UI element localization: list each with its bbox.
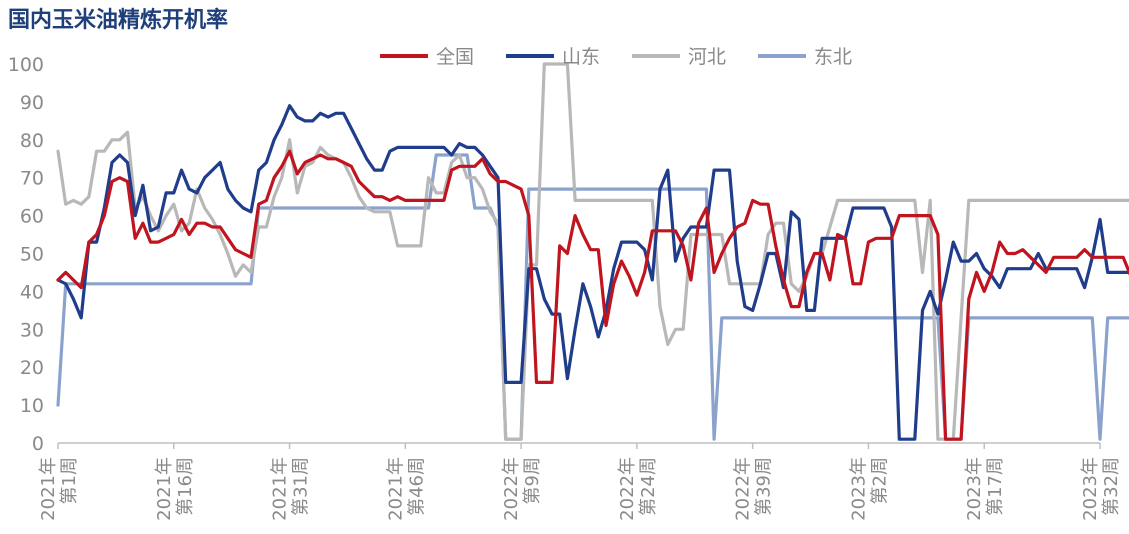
y-tick-label: 10	[20, 395, 44, 417]
x-tick-week: 第1周	[59, 457, 80, 504]
x-tick-year: 2021年	[38, 457, 59, 521]
chart-legend: 全国 山东 河北 东北	[380, 46, 852, 68]
y-tick-label: 60	[20, 206, 44, 228]
series-line-3	[56, 62, 1129, 441]
x-tick-week: 第39周	[754, 457, 775, 516]
y-tick-label: 30	[20, 319, 44, 341]
chart-title: 国内玉米油精炼开机率	[8, 7, 229, 33]
x-tick-label: 2021年 第1周	[38, 457, 80, 521]
x-tick-year: 2021年	[154, 457, 175, 521]
x-tick-year: 2023年	[1080, 457, 1101, 521]
x-tick-week: 第9周	[522, 457, 543, 504]
y-tick-label: 90	[20, 92, 44, 114]
x-tick-label: 2023年 第32周	[1080, 457, 1122, 521]
x-tick-year: 2022年	[733, 457, 754, 521]
x-tick-label: 2023年 第2周	[848, 457, 890, 521]
series-line-2	[56, 104, 1129, 441]
x-tick-week: 第16周	[175, 457, 196, 516]
x-tick-week: 第24周	[638, 457, 659, 516]
y-tick-label: 50	[20, 244, 44, 266]
x-tick-label: 2021年 第31周	[270, 457, 312, 521]
y-tick-label: 100	[8, 54, 44, 76]
x-tick-label: 2023年 第17周	[964, 457, 1006, 521]
x-tick-year: 2022年	[501, 457, 522, 521]
legend-label-4: 东北	[814, 46, 852, 68]
x-tick-label: 2022年 第39周	[733, 457, 775, 521]
x-tick-week: 第32周	[1101, 457, 1122, 516]
x-tick-label: 2021年 第46周	[385, 457, 427, 521]
x-tick-year: 2022年	[617, 457, 638, 521]
x-tick-week: 第31周	[291, 457, 312, 516]
x-tick-label: 2022年 第9周	[501, 457, 543, 521]
legend-label-2: 山东	[562, 46, 600, 68]
legend-label-1: 全国	[436, 46, 474, 68]
series-line-1	[56, 149, 1129, 441]
x-tick-year: 2021年	[385, 457, 406, 521]
y-tick-label: 70	[20, 168, 44, 190]
y-tick-label: 0	[32, 433, 44, 455]
series-line-4	[56, 153, 1129, 441]
chart-series	[56, 62, 1129, 441]
legend-label-3: 河北	[688, 46, 726, 68]
x-tick-year: 2021年	[270, 457, 291, 521]
x-tick-week: 第2周	[869, 457, 890, 504]
x-tick-year: 2023年	[848, 457, 869, 521]
y-tick-label: 20	[20, 357, 44, 379]
y-tick-label: 40	[20, 281, 44, 303]
x-tick-label: 2021年 第16周	[154, 457, 196, 521]
x-tick-week: 第46周	[406, 457, 427, 516]
x-tick-label: 2022年 第24周	[617, 457, 659, 521]
y-tick-label: 80	[20, 130, 44, 152]
x-tick-year: 2023年	[964, 457, 985, 521]
x-tick-week: 第17周	[985, 457, 1006, 516]
